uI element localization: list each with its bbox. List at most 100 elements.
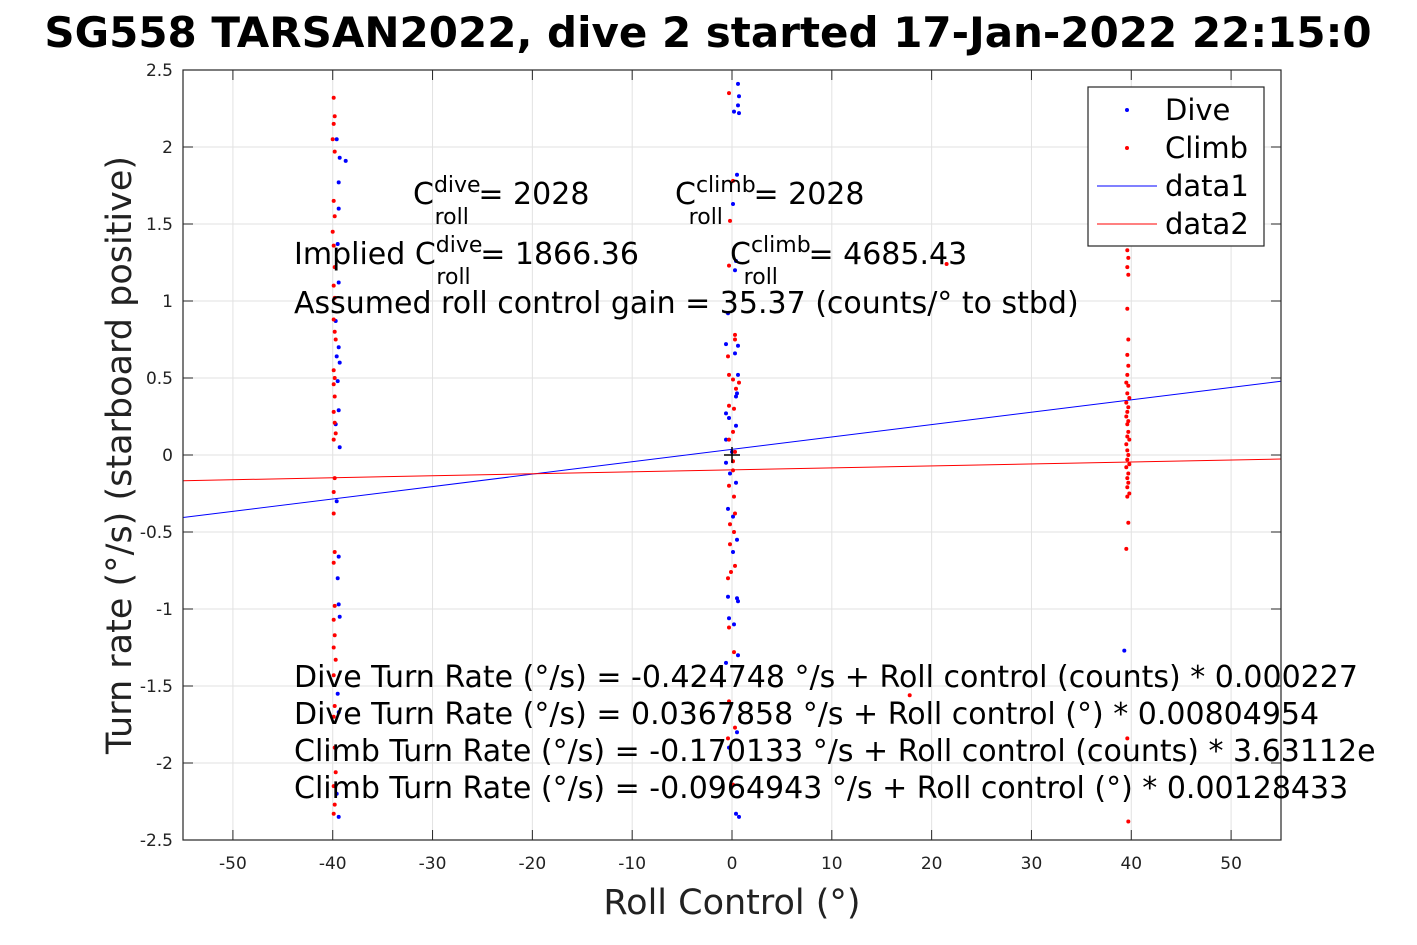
climb-point	[1126, 363, 1131, 368]
climb-point	[727, 483, 731, 488]
dive-point	[732, 622, 736, 627]
annotation-eq-dive-counts: Dive Turn Rate (°/s) = -0.424748 °/s + R…	[294, 660, 1358, 695]
climb-point	[944, 262, 949, 266]
climb-point	[1127, 491, 1132, 496]
climb-point	[332, 550, 337, 554]
climb-point	[732, 530, 736, 534]
y-ticks: 2.5 2 1.5 1 0.5 0 -0.5 -1 -1.5 -2 -2.5	[140, 61, 1281, 851]
dive-point	[731, 202, 735, 206]
climb-point	[332, 745, 337, 750]
dive-point	[734, 394, 738, 399]
climb-point	[331, 198, 336, 203]
dive-point	[724, 660, 728, 665]
x-tick-label: 20	[921, 854, 943, 874]
climb-point	[332, 376, 337, 380]
climb-point	[733, 449, 737, 454]
dive-point	[726, 311, 730, 316]
climb-point	[332, 265, 337, 270]
annotation-c-roll-dive: Cdive roll = 2028	[413, 173, 589, 230]
climb-point	[332, 114, 337, 119]
climb-point	[1125, 422, 1130, 427]
climb-point	[332, 149, 337, 154]
climb-point	[1125, 457, 1130, 462]
climb-point	[331, 243, 336, 248]
dive-point	[726, 594, 730, 599]
climb-point	[331, 714, 336, 719]
legend-label-climb: Climb	[1165, 131, 1248, 165]
climb-point	[332, 295, 337, 300]
climb-point	[332, 633, 337, 638]
y-axis-label: Turn rate (°/s) (starboard positive)	[100, 156, 140, 755]
climb-point	[332, 214, 337, 219]
dive-point	[733, 268, 737, 273]
climb-point	[1126, 471, 1131, 476]
dive-point	[343, 158, 348, 163]
dive-point	[735, 172, 739, 177]
legend: Dive Climb data1 data2	[1087, 86, 1265, 247]
climb-point	[1125, 306, 1130, 311]
climb-point	[731, 377, 735, 382]
y-tick-label: 2	[162, 138, 173, 158]
dive-point	[735, 730, 739, 735]
climb-point	[726, 576, 730, 581]
climb-point	[1124, 414, 1129, 419]
dive-point	[724, 342, 728, 347]
x-axis-label: Roll Control (°)	[603, 883, 860, 923]
climb-point	[1127, 437, 1132, 442]
dive-point	[335, 379, 340, 384]
climb-point	[731, 429, 735, 434]
dive-point	[735, 537, 739, 542]
climb-point	[1126, 405, 1131, 410]
chart-title: SG558 TARSAN2022, dive 2 started 17-Jan-…	[44, 8, 1371, 57]
dive-point	[724, 460, 728, 465]
x-ticks: -50 -40 -30 -20 -10 0 10 20 30 40 50	[219, 70, 1242, 874]
climb-point	[1126, 520, 1131, 525]
climb-point	[734, 386, 738, 391]
climb-point	[1125, 434, 1130, 439]
dive-point	[734, 259, 738, 263]
climb-point	[331, 673, 336, 678]
climb-point	[1125, 485, 1130, 490]
climb-point	[331, 368, 336, 373]
dive-point	[736, 343, 740, 348]
dive-point	[336, 345, 341, 350]
legend-box	[1087, 86, 1265, 247]
dive-point	[736, 81, 740, 86]
dive-point	[335, 242, 340, 246]
annotation-eq-dive-degrees: Dive Turn Rate (°/s) = 0.0367858 °/s + R…	[294, 697, 1319, 732]
origin-marker	[724, 447, 740, 463]
climb-point	[733, 332, 737, 337]
y-tick-label: -0.5	[140, 523, 173, 543]
dive-point	[334, 791, 339, 796]
dive-point	[734, 480, 738, 485]
dive-point	[727, 616, 731, 621]
dive-point	[735, 596, 739, 601]
climb-point	[737, 380, 741, 385]
dive-point	[727, 745, 731, 750]
dive-point	[336, 554, 341, 559]
dive-point	[726, 506, 730, 511]
y-tick-label: 2.5	[146, 61, 173, 81]
annotation-eq-climb-degrees: Climb Turn Rate (°/s) = -0.0964943 °/s +…	[294, 771, 1348, 806]
dive-point	[336, 602, 341, 607]
climb-point	[331, 382, 336, 387]
dive-point	[727, 416, 731, 420]
dive-point	[737, 94, 741, 99]
climb-point	[728, 522, 732, 527]
dive-point	[731, 514, 735, 519]
climb-point	[332, 420, 337, 425]
climb-point	[1127, 462, 1132, 467]
dive-point	[337, 155, 342, 160]
climb-point	[1126, 337, 1131, 342]
climb-point	[731, 178, 735, 183]
y-tick-label: -1.5	[140, 677, 173, 697]
climb-point	[1125, 448, 1130, 453]
dive-point	[334, 137, 339, 142]
climb-point	[1127, 396, 1132, 400]
climb-point	[331, 617, 336, 622]
climb-point	[332, 394, 337, 399]
climb-point	[332, 329, 337, 334]
dive-point	[336, 814, 341, 819]
climb-point	[1126, 453, 1131, 457]
